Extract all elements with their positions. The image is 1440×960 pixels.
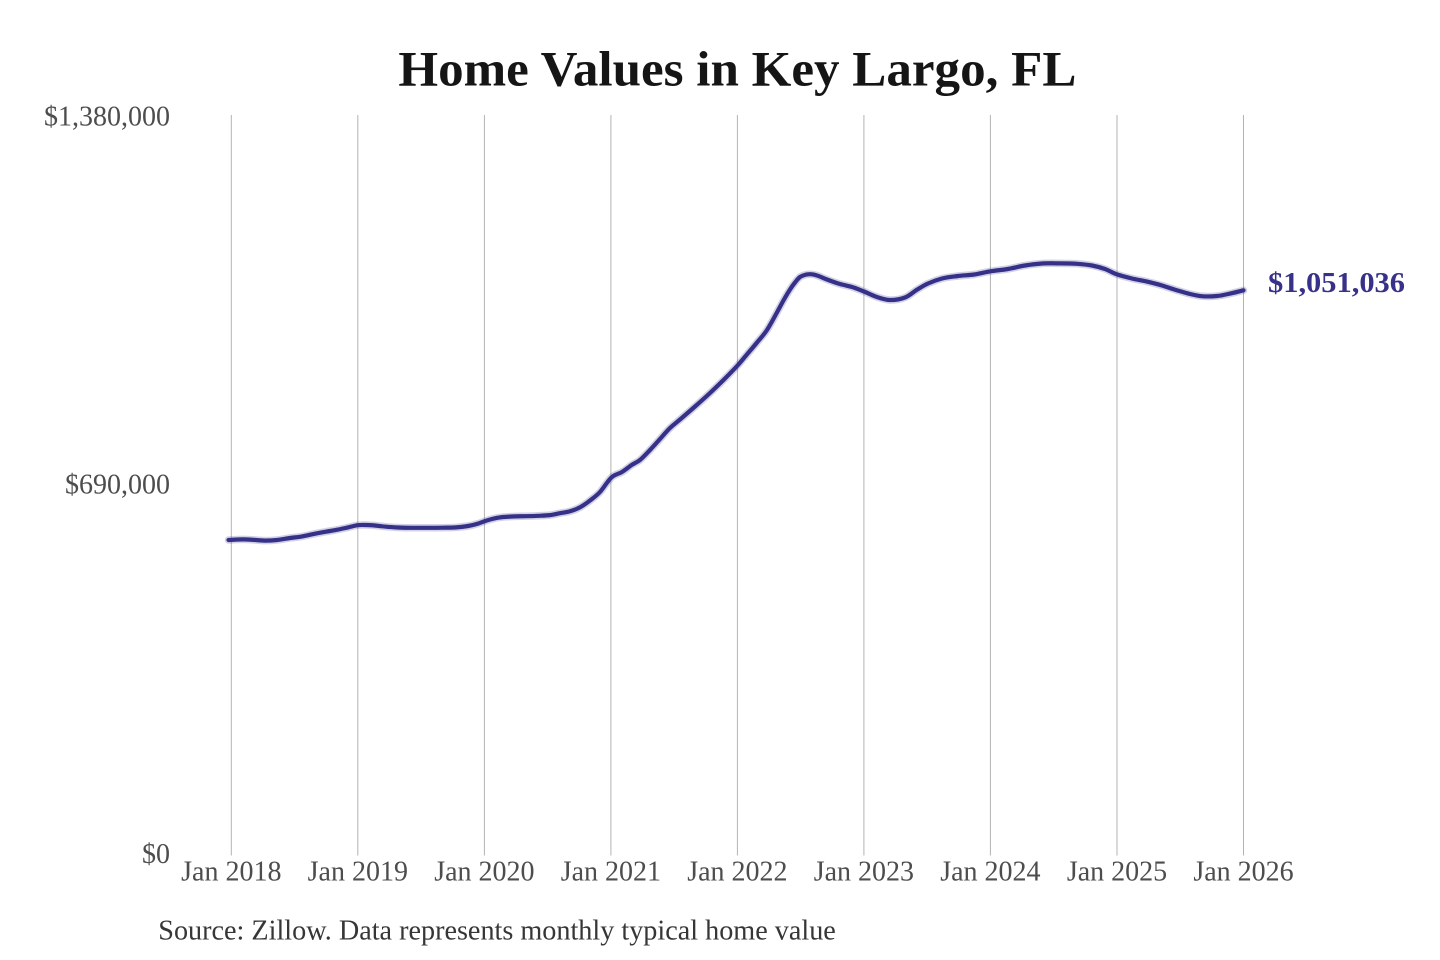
- svg-text:Home Values in Key Largo, FL: Home Values in Key Largo, FL: [398, 41, 1076, 97]
- svg-text:Jan 2018: Jan 2018: [181, 856, 281, 887]
- svg-text:Jan 2020: Jan 2020: [434, 856, 534, 887]
- svg-text:$1,380,000: $1,380,000: [44, 101, 170, 132]
- svg-text:Jan 2024: Jan 2024: [940, 856, 1040, 887]
- svg-text:Jan 2026: Jan 2026: [1193, 856, 1293, 887]
- svg-text:$1,051,036: $1,051,036: [1268, 267, 1405, 299]
- svg-text:$0: $0: [142, 839, 170, 870]
- svg-text:Jan 2021: Jan 2021: [561, 856, 661, 887]
- svg-text:Jan 2019: Jan 2019: [308, 856, 408, 887]
- svg-text:Jan 2023: Jan 2023: [814, 856, 914, 887]
- svg-text:Jan 2022: Jan 2022: [687, 856, 787, 887]
- svg-text:Source: Zillow. Data represent: Source: Zillow. Data represents monthly …: [158, 915, 836, 947]
- svg-text:Jan 2025: Jan 2025: [1067, 856, 1167, 887]
- svg-text:$690,000: $690,000: [65, 469, 170, 500]
